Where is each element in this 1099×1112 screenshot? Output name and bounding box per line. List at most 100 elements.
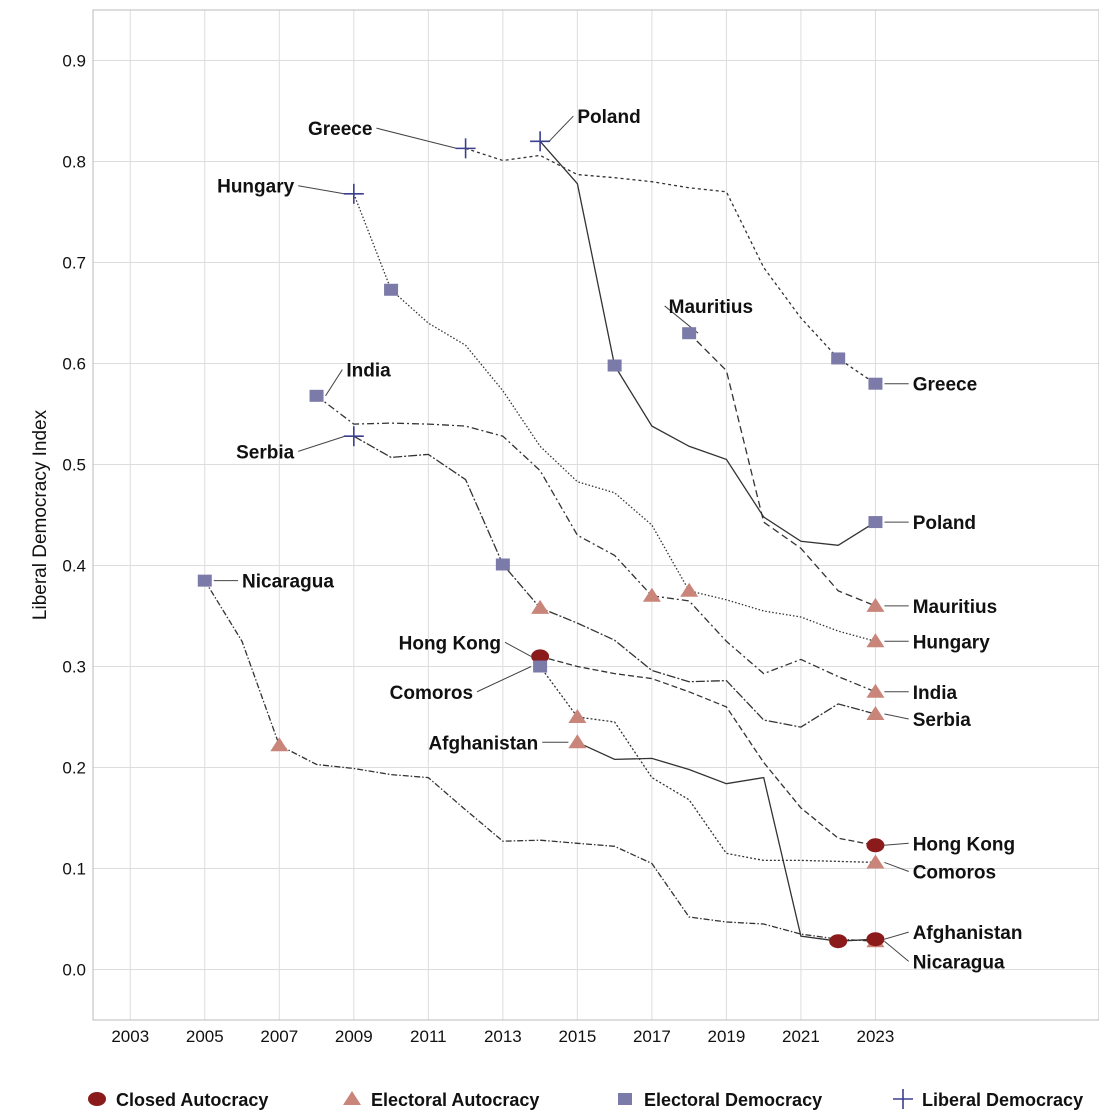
- x-tick-label: 2005: [186, 1027, 224, 1046]
- country-label-hong-kong: Hong Kong: [913, 834, 1015, 855]
- series-line-hong-kong: [539, 655, 876, 846]
- x-tick-label: 2021: [782, 1027, 820, 1046]
- y-tick-label: 0.5: [62, 456, 86, 475]
- marker-hungary-2010: [384, 283, 399, 296]
- x-tick-label: 2019: [707, 1027, 745, 1046]
- marker-afghanistan-2015: [568, 734, 587, 749]
- legend-label: Closed Autocracy: [116, 1090, 268, 1110]
- leader-line: [376, 127, 457, 149]
- legend: Closed Autocracy Electoral Autocracy Elect…: [88, 1089, 1083, 1110]
- x-tick-label: 2023: [857, 1027, 895, 1046]
- country-label-afghanistan: Afghanistan: [913, 923, 1023, 944]
- series-line-india: [316, 395, 876, 693]
- series-line-nicaragua: [204, 580, 876, 942]
- marker-india-2017: [642, 587, 661, 602]
- country-label-mauritius: Mauritius: [669, 297, 753, 318]
- y-tick-label: 0.3: [62, 658, 86, 677]
- legend-marker-electoral_democracy: [618, 1093, 632, 1105]
- x-tick-label: 2017: [633, 1027, 671, 1046]
- legend-marker-liberal: [893, 1089, 913, 1109]
- marker-hungary-2018: [680, 582, 699, 597]
- marker-mauritius-2023: [866, 597, 885, 612]
- x-tick-label: 2003: [111, 1027, 149, 1046]
- marker-hungary-2023: [866, 633, 885, 648]
- marker-comoros-2014: [533, 660, 548, 673]
- marker-serbia-2013: [495, 558, 510, 571]
- country-label-hong-kong: Hong Kong: [399, 633, 501, 654]
- marker-hong-kong-2014: [531, 649, 550, 664]
- marker-india-2023: [866, 683, 885, 698]
- marker-serbia-2009: [343, 426, 364, 447]
- series-line-serbia: [353, 435, 876, 728]
- series-line-greece: [465, 147, 876, 385]
- series-line-mauritius: [688, 332, 876, 607]
- y-tick-label: 0.0: [62, 961, 86, 980]
- country-label-comoros: Comoros: [390, 683, 473, 704]
- marker-hong-kong-2023: [866, 838, 885, 853]
- grid-lines: [93, 10, 1099, 1020]
- data-markers: [197, 131, 885, 949]
- legend-marker-electoral_autocracy: [343, 1091, 361, 1105]
- leader-line: [504, 641, 532, 657]
- country-label-nicaragua: Nicaragua: [913, 952, 1005, 973]
- x-tick-label: 2009: [335, 1027, 373, 1046]
- country-label-hungary: Hungary: [913, 632, 991, 653]
- leader-line: [884, 713, 909, 720]
- country-label-poland: Poland: [913, 513, 976, 534]
- y-axis-ticks: 0.0 0.1 0.2 0.3 0.4 0.5 0.6 0.7 0.8 0.9: [62, 52, 86, 980]
- series-line-hungary: [353, 193, 876, 642]
- country-label-hungary: Hungary: [217, 177, 295, 198]
- plot-frame: [92, 9, 1099, 1021]
- marker-comoros-2015: [568, 709, 587, 723]
- x-tick-label: 2013: [484, 1027, 522, 1046]
- leader-line: [325, 369, 343, 397]
- annotation-leaders: [213, 115, 910, 962]
- country-label-serbia: Serbia: [236, 442, 295, 463]
- y-tick-label: 0.7: [62, 254, 86, 273]
- country-label-poland: Poland: [577, 107, 640, 128]
- leader-line: [298, 185, 345, 195]
- leader-line: [884, 931, 909, 940]
- y-tick-label: 0.4: [62, 557, 86, 576]
- marker-india-2008: [309, 389, 324, 402]
- marker-mauritius-2018: [682, 327, 697, 340]
- y-axis-title: Liberal Democracy Index: [30, 409, 51, 620]
- series-line-afghanistan: [577, 741, 876, 942]
- series-line-poland: [539, 140, 876, 546]
- leader-line: [476, 666, 532, 693]
- country-label-mauritius: Mauritius: [913, 597, 997, 618]
- legend-item-electoral-autocracy: Electoral Autocracy: [343, 1090, 539, 1110]
- series-lines: [204, 140, 876, 942]
- marker-nicaragua-2007: [270, 737, 289, 752]
- marker-afghanistan-2023: [866, 932, 885, 947]
- country-label-serbia: Serbia: [913, 710, 972, 731]
- leader-line: [298, 435, 345, 452]
- legend-marker-closed: [88, 1092, 106, 1106]
- leader-line: [884, 940, 910, 962]
- marker-poland-2023: [868, 516, 883, 529]
- marker-greece-2012: [455, 138, 476, 159]
- country-labels: Greece Poland Hungary Mauritius India Serbia N…: [217, 107, 1022, 973]
- marker-serbia-2023: [866, 705, 885, 720]
- leader-line: [884, 842, 909, 846]
- legend-item-electoral-democracy: Electoral Democracy: [618, 1090, 822, 1110]
- y-tick-label: 0.1: [62, 860, 86, 879]
- country-label-nicaragua: Nicaragua: [242, 572, 334, 593]
- country-label-afghanistan: Afghanistan: [428, 733, 538, 754]
- legend-item-liberal-democracy: Liberal Democracy: [893, 1089, 1083, 1110]
- marker-comoros-2023: [866, 854, 885, 869]
- series-line-comoros: [539, 666, 876, 864]
- marker-poland-2014: [530, 131, 551, 152]
- marker-poland-2016: [607, 359, 622, 372]
- legend-label: Liberal Democracy: [922, 1090, 1083, 1110]
- marker-afghanistan-2022: [829, 934, 848, 949]
- marker-greece-2023: [868, 377, 883, 390]
- country-label-greece: Greece: [913, 375, 977, 396]
- legend-label: Electoral Autocracy: [371, 1090, 539, 1110]
- leader-line: [548, 115, 574, 142]
- y-tick-label: 0.8: [62, 153, 86, 172]
- legend-item-closed-autocracy: Closed Autocracy: [88, 1090, 268, 1110]
- country-label-comoros: Comoros: [913, 863, 996, 884]
- marker-serbia-2014: [531, 599, 550, 614]
